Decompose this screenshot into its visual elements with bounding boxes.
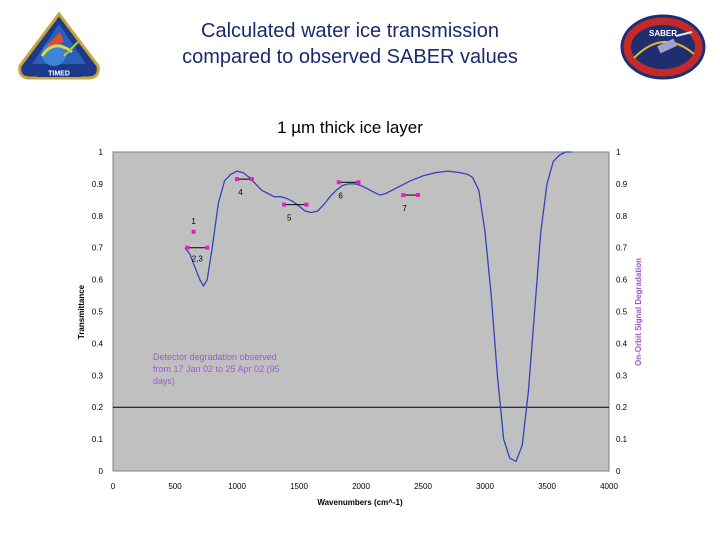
y-tick-right: 0.6 — [616, 276, 628, 285]
point-marker — [336, 180, 341, 185]
x-tick: 500 — [168, 482, 182, 491]
y-tick-left: 0.9 — [92, 180, 104, 189]
y-tick-right: 0.5 — [616, 308, 628, 317]
y-tick-right: 0.8 — [616, 212, 628, 221]
saber-logo-text: SABER — [649, 29, 677, 38]
point-label: 2,3 — [192, 255, 204, 264]
point-marker — [416, 193, 421, 198]
x-axis: 0 500 1000 1500 2000 2500 3000 3500 4000 — [111, 482, 619, 491]
point-label: 1 — [191, 217, 196, 226]
observed-point: 1 — [191, 217, 196, 234]
x-tick: 2000 — [352, 482, 370, 491]
plot-area — [112, 151, 610, 472]
point-marker — [235, 177, 239, 182]
y-tick-right: 0.7 — [616, 244, 628, 253]
x-tick: 0 — [111, 482, 116, 491]
timed-logo: TIMED — [18, 12, 100, 80]
y-axis-label: Transmittance — [77, 284, 86, 339]
y-tick-left: 1 — [99, 148, 104, 157]
y-tick-left: 0.3 — [92, 371, 104, 380]
title-line-1: Calculated water ice transmission — [201, 20, 499, 42]
transmission-curve — [184, 151, 572, 463]
y-tick-left: 0.6 — [92, 276, 104, 285]
x-tick: 3000 — [476, 482, 494, 491]
observed-point: 7 — [401, 193, 421, 213]
saber-logo: SABER — [620, 14, 706, 80]
point-marker — [249, 177, 254, 182]
point-label: 6 — [338, 191, 343, 200]
y-tick-left: 0.7 — [92, 244, 104, 253]
x-tick: 2500 — [414, 482, 432, 491]
y-axis-right: 0 0.1 0.2 0.3 0.4 0.5 0.6 0.7 0.8 0.9 1 — [616, 148, 628, 476]
point-label: 7 — [402, 204, 407, 213]
y-tick-left: 0 — [99, 467, 104, 476]
point-marker — [304, 202, 309, 207]
x-tick: 1000 — [228, 482, 246, 491]
y-tick-left: 0.5 — [92, 308, 104, 317]
point-label: 5 — [287, 214, 292, 223]
title-line-2: compared to observed SABER values — [182, 46, 518, 68]
y-axis-left: 0 0.1 0.2 0.3 0.4 0.5 0.6 0.7 0.8 0.9 1 — [92, 148, 104, 476]
y-tick-right: 1 — [616, 148, 621, 157]
y-tick-left: 0.4 — [92, 339, 104, 348]
y-tick-right: 0.2 — [616, 403, 628, 412]
y-tick-right: 0.3 — [616, 371, 628, 380]
observed-point: 5 — [282, 202, 309, 223]
y-tick-left: 0.8 — [92, 212, 104, 221]
timed-logo-text: TIMED — [48, 71, 70, 78]
observed-point: 2,3 — [185, 245, 210, 264]
y-tick-left: 0.2 — [92, 403, 104, 412]
point-marker — [356, 180, 361, 185]
observed-point: 4 — [235, 177, 254, 197]
x-tick: 3500 — [538, 482, 556, 491]
degradation-annotation: Detector degradation observed from 17 Ja… — [153, 352, 280, 386]
point-marker — [185, 245, 190, 250]
chart-subtitle: 1 µm thick ice layer — [277, 118, 423, 137]
point-marker — [401, 193, 406, 198]
y-tick-right: 0.4 — [616, 339, 628, 348]
x-axis-label: Wavenumbers (cm^-1) — [317, 498, 403, 507]
y-tick-right: 0 — [616, 467, 621, 476]
point-marker — [282, 202, 287, 207]
slide-title: Calculated water ice transmission compar… — [110, 18, 590, 70]
observed-points: 1 2,3 4 5 6 7 — [185, 177, 421, 264]
annotation-line-2: from 17 Jan 02 to 25 Apr 02 (95 — [153, 364, 280, 374]
annotation-line-3: days) — [153, 376, 175, 386]
annotation-line-1: Detector degradation observed — [153, 352, 277, 362]
point-marker — [191, 229, 196, 234]
observed-point: 6 — [336, 180, 361, 200]
y-tick-left: 0.1 — [92, 435, 104, 444]
x-tick: 4000 — [600, 482, 618, 491]
point-label: 4 — [238, 188, 243, 197]
x-tick: 1500 — [290, 482, 308, 491]
y-tick-right: 0.1 — [616, 435, 628, 444]
y-tick-right: 0.9 — [616, 180, 628, 189]
y2-axis-label: On-Orbit Signal Degradation — [634, 258, 643, 366]
point-marker — [205, 245, 210, 250]
